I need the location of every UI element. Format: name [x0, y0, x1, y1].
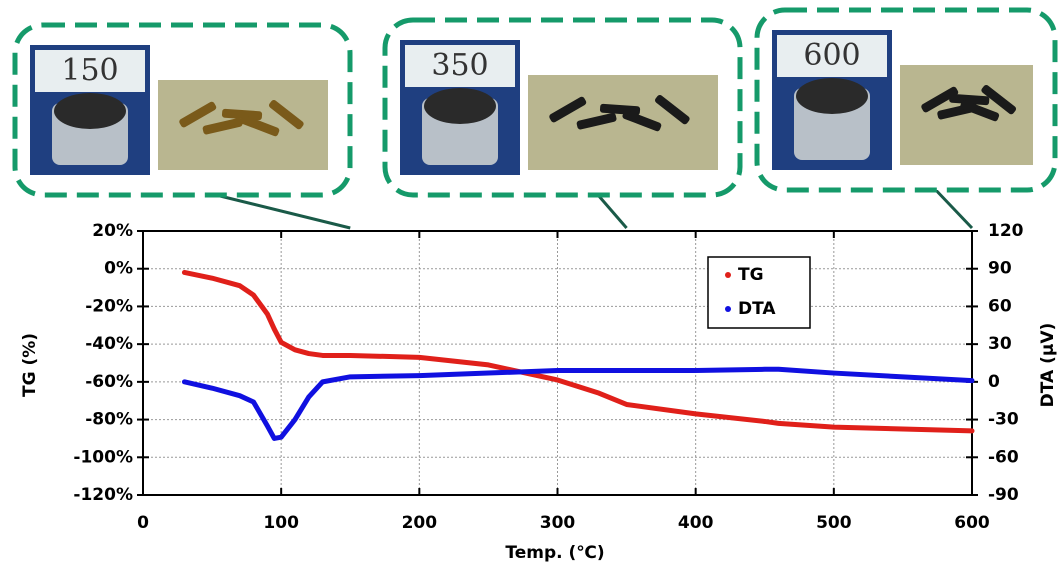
y-tick-label: -80%	[85, 410, 133, 430]
y-tick-label: 20%	[92, 221, 133, 241]
photo-card	[777, 35, 887, 77]
photo-card	[35, 50, 145, 92]
y2-tick-label: 30	[988, 334, 1012, 354]
connector	[596, 194, 628, 229]
y2-tick-label: 90	[988, 259, 1012, 279]
x-tick-label: 100	[263, 513, 299, 533]
cup-mouth	[796, 78, 868, 114]
sample-photo	[900, 65, 1033, 165]
y2-axis-label: DTA (μV)	[1038, 323, 1058, 408]
x-tick-label: 300	[540, 513, 576, 533]
y-tick-label: -120%	[73, 485, 133, 505]
x-tick-label: 0	[137, 513, 149, 533]
y2-tick-label: -30	[988, 410, 1019, 430]
photo-group: 350	[382, 17, 743, 229]
x-tick-label: 400	[678, 513, 714, 533]
sample-stick	[240, 115, 280, 137]
x-tick-label: 200	[402, 513, 438, 533]
sample-stick	[576, 112, 617, 130]
y-tick-label: -100%	[73, 447, 133, 467]
legend-marker	[725, 272, 731, 278]
series-line	[181, 366, 975, 441]
y-tick-label: -20%	[85, 296, 133, 316]
series-line	[181, 269, 975, 434]
y-axis-label: TG (%)	[20, 333, 40, 397]
x-axis-label: Temp. (℃)	[505, 543, 604, 563]
photo-label: 150	[61, 53, 118, 88]
y-tick-label: -40%	[85, 334, 133, 354]
x-tick-label: 600	[954, 513, 990, 533]
sample-photo	[528, 75, 718, 170]
y-tick-label: 0%	[104, 259, 133, 279]
legend-marker	[725, 306, 731, 312]
sample-stick	[981, 84, 1017, 115]
x-tick-label: 500	[816, 513, 852, 533]
sample-stick	[549, 96, 587, 123]
y-tick-label: -60%	[85, 372, 133, 392]
sample-stick	[654, 94, 690, 125]
y2-tick-label: -90	[988, 485, 1019, 505]
legend-box	[707, 256, 811, 329]
y2-tick-label: 120	[988, 221, 1024, 241]
y2-tick-label: 60	[988, 296, 1012, 316]
sample-stick	[921, 86, 959, 113]
sample-stick	[202, 117, 243, 135]
photo-label: 350	[431, 48, 488, 83]
plot-frame	[142, 230, 973, 496]
connector	[215, 193, 351, 230]
sample-stick	[622, 110, 662, 132]
sample-stick	[949, 93, 990, 106]
sample-stick	[960, 100, 1000, 122]
cup-mouth	[54, 93, 126, 129]
y2-tick-label: -60	[988, 447, 1019, 467]
sample-stick	[221, 108, 263, 121]
photo-group: 600	[754, 7, 1058, 230]
legend-label: DTA	[738, 299, 776, 319]
sample-stick	[179, 101, 217, 128]
photo-label: 600	[803, 38, 860, 73]
sample-stick	[268, 99, 304, 130]
legend-label: TG	[738, 265, 764, 285]
photo-card	[405, 45, 515, 87]
y2-tick-label: 0	[988, 372, 1000, 392]
photo-group: 150	[12, 22, 353, 230]
cup-mouth	[424, 88, 496, 124]
connector	[934, 188, 974, 230]
